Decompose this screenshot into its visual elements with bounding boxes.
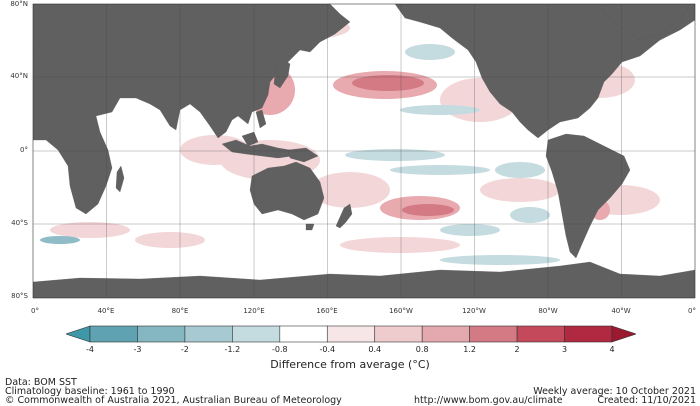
legend-swatch [469,325,518,343]
lon-label-160w: 160°W [389,307,413,315]
legend-tick-label: -2 [180,345,189,354]
legend-swatch [374,325,423,343]
cool-anomaly-patches [40,44,560,265]
legend-arrow-high [611,325,636,343]
legend-title: Difference from average (°C) [270,358,430,371]
uk [33,33,41,53]
lat-label-equator: 0° [20,146,28,154]
lon-label-80w: 80°W [538,307,558,315]
legend-swatch [516,325,565,343]
legend-tick-label: 0.8 [415,345,429,354]
eurasia-africa [33,4,351,215]
legend-tick-label: 0.4 [368,345,382,354]
lon-label-120e: 120°E [243,307,265,315]
new-zealand [335,203,353,229]
new-guinea [287,147,319,163]
lon-label-0: 0° [31,307,39,315]
legend-tick-label: 1.2 [463,345,476,354]
data-source-text: Data: BOM SST [5,377,77,388]
legend-tick-label: -4 [86,345,94,354]
south-america [545,133,631,259]
map-frame [32,3,696,299]
lon-label-0-right: 0° [688,307,696,315]
japan [273,57,291,89]
philippines [255,109,267,129]
lat-label-40s: 40°S [11,219,28,227]
graticule [33,4,695,298]
legend-swatch [279,325,328,343]
lon-label-40e: 40°E [97,307,115,315]
lon-label-120w: 120°W [462,307,486,315]
madagascar [115,165,125,193]
legend-tick-label: 2 [514,345,520,354]
sst-anomaly-map [32,3,696,299]
legend-arrow-low [66,325,91,343]
legend-swatch [89,325,138,343]
legend-tick-label: 4 [609,345,615,354]
lon-label-160e: 160°E [316,307,338,315]
legend-swatch [326,325,376,343]
created-date-text: Created: 11/10/2021 [597,395,696,406]
legend-tick-label: -1.2 [224,345,241,354]
legend-tick-label: -3 [133,345,142,354]
lat-label-80s: 80°S [11,292,28,300]
legend-swatch [184,325,233,343]
color-legend-bar [66,325,636,343]
land-masses [33,4,695,298]
lat-label-80n: 80°N [10,0,28,8]
greenland [599,4,691,41]
copyright-text: © Commonwealth of Australia 2021, Austra… [5,395,342,406]
legend-tick-label: 3 [561,345,568,354]
legend-tick-label: -0.8 [272,345,288,354]
north-america [394,4,695,139]
weekly-average-text: Weekly average: 10 October 2021 [533,386,696,397]
source-url-text: http://www.bom.gov.au/climate [414,395,563,406]
legend-swatch [232,325,281,343]
lon-label-40w: 40°W [611,307,631,315]
legend-swatch [137,325,186,343]
legend-tick-label: -0.4 [319,345,336,354]
legend-swatch [421,325,470,343]
legend-swatch [564,325,613,343]
lat-label-40n: 40°N [10,72,28,80]
lon-label-80e: 80°E [171,307,189,315]
australia [249,161,325,221]
baseline-text: Climatology baseline: 1961 to 1990 [5,386,175,397]
